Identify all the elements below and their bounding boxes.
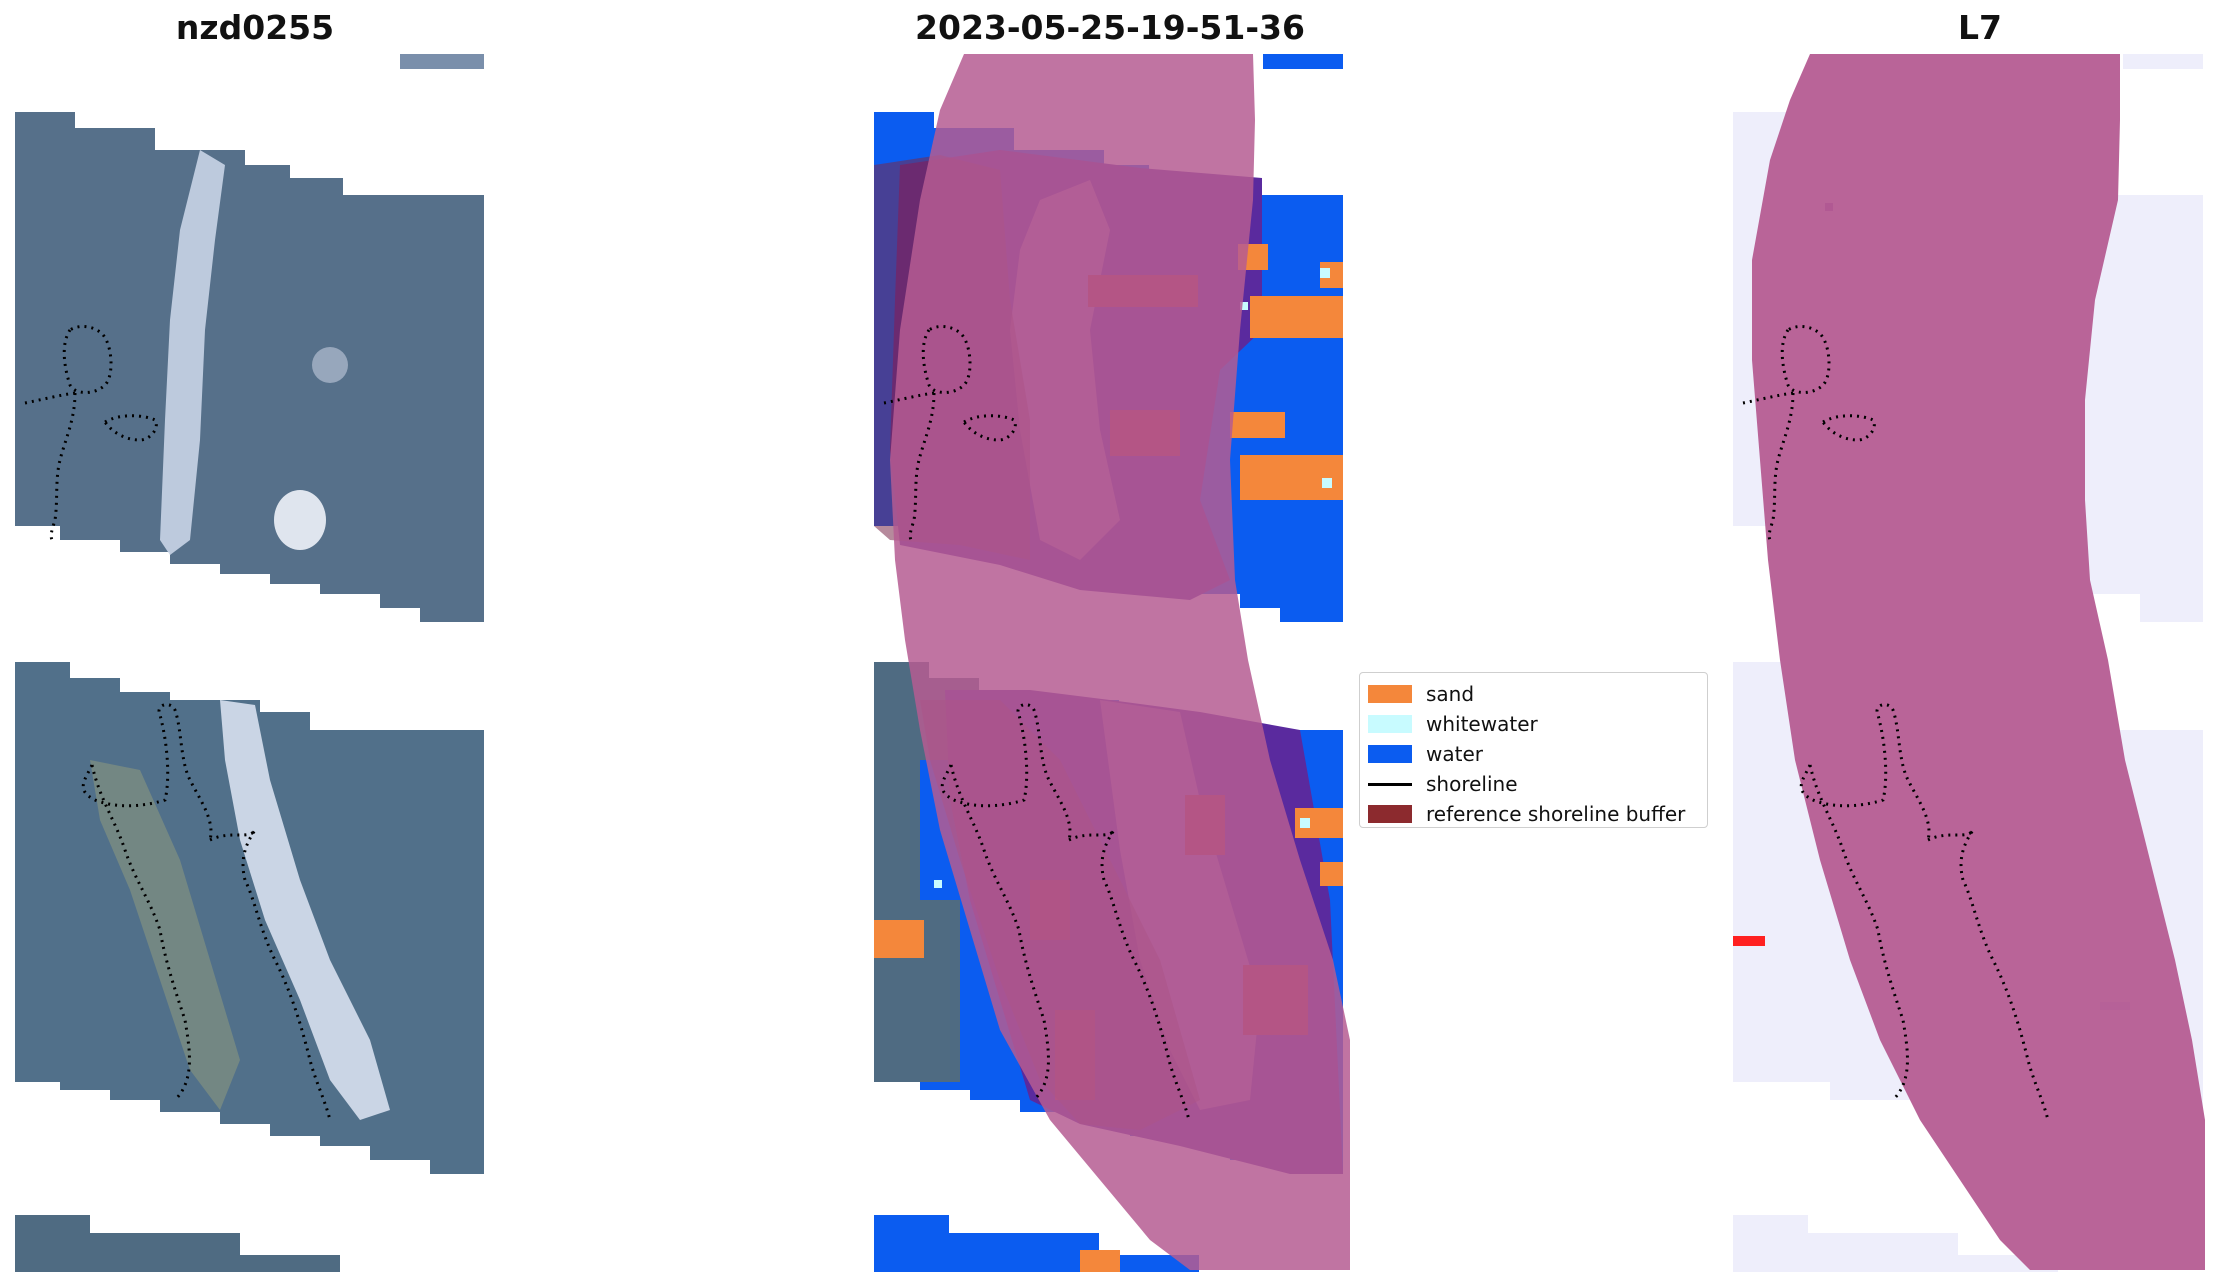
- middle-panel-title: 2023-05-25-19-51-36: [915, 8, 1305, 47]
- legend-item-sand: sand: [1368, 679, 1699, 709]
- middle-shoreline-dotted: [883, 325, 1191, 1121]
- legend-label-water: water: [1426, 742, 1483, 766]
- legend-label-whitewater: whitewater: [1426, 712, 1538, 736]
- middle-buffer-overlay: [890, 54, 1350, 1270]
- shoreline-line-swatch: [1368, 782, 1412, 786]
- legend-label-shoreline: shoreline: [1426, 772, 1518, 796]
- legend-label-sand: sand: [1426, 682, 1475, 706]
- buffer-swatch: [1368, 805, 1412, 823]
- legend: sand whitewater water shoreline referenc…: [1359, 672, 1708, 828]
- right-panel-title: L7: [1958, 8, 2002, 47]
- left-shoreline-dotted: [24, 325, 332, 1121]
- legend-item-reference-shoreline-buffer: reference shoreline buffer: [1368, 799, 1699, 829]
- legend-item-shoreline: shoreline: [1368, 769, 1699, 799]
- whitewater-swatch: [1368, 715, 1412, 733]
- legend-item-whitewater: whitewater: [1368, 709, 1699, 739]
- left-image-tiles: [15, 54, 484, 1272]
- water-swatch: [1368, 745, 1412, 763]
- right-buffer-overlay: [1752, 54, 2205, 1270]
- sand-swatch: [1368, 685, 1412, 703]
- right-shoreline-dotted: [1742, 325, 2050, 1121]
- legend-label-buffer: reference shoreline buffer: [1426, 802, 1686, 826]
- legend-item-water: water: [1368, 739, 1699, 769]
- left-panel-title: nzd0255: [175, 8, 335, 47]
